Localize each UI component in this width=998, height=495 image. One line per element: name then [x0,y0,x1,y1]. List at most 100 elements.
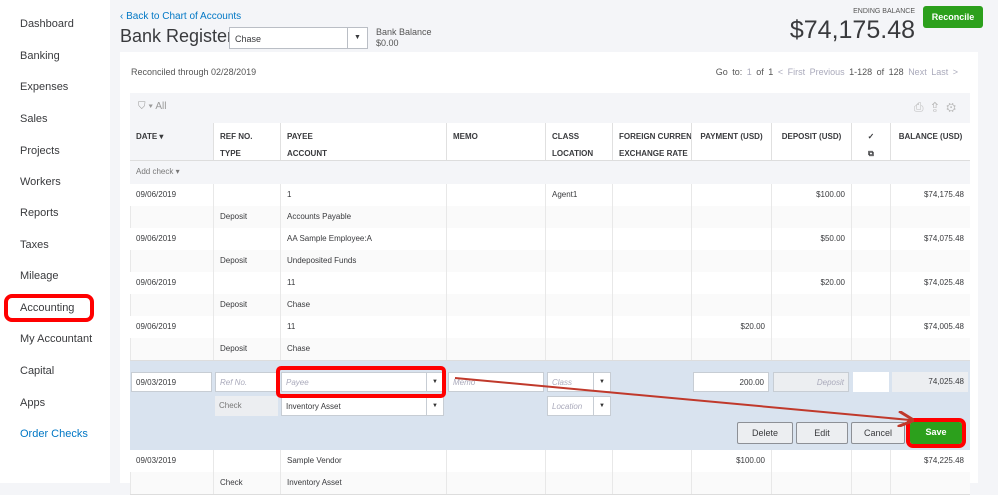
column-header-label: EXCHANGE RATE [619,149,688,158]
payment-cell: $100.00 [691,450,771,472]
first-link[interactable]: < First [777,67,806,77]
sidebar-item-order-checks[interactable]: Order Checks [20,428,88,440]
class-select[interactable]: Class ▼ [547,372,611,392]
table-row[interactable]: 09/06/2019 11 $20.00 $74,005.48 Deposit Chase [130,316,970,361]
edit-button[interactable]: Edit [796,422,848,444]
column-header-label: TYPE [220,149,241,158]
sidebar-item-taxes[interactable]: Taxes [20,239,49,251]
column-header-label: DEPOSIT (USD) [781,132,842,141]
column-header[interactable]: CLASS LOCATION [545,123,612,160]
empty-cell [890,206,970,228]
previous-link[interactable]: Previous [809,67,845,77]
sidebar-item-accounting[interactable]: Accounting [4,294,94,322]
type-cell: Check [213,472,280,494]
empty-cell [851,316,890,338]
empty-cell [130,338,213,360]
column-header-label: ⧉ [868,149,874,158]
table-toolbar: ⛉ ▾ All ⎙⇪⚙ [130,93,970,123]
table-row[interactable]: 09/03/2019 Sample Vendor $100.00 $74,225.48… [130,450,970,495]
goto-label: Go to: [715,67,743,77]
date-cell: 09/06/2019 [136,234,177,243]
column-header-label: BALANCE (USD) [898,132,963,141]
payment-input[interactable]: 200.00 [693,372,769,392]
date-input[interactable]: 09/03/2019 [131,372,212,392]
payee-highlight [276,366,446,398]
deposit-input[interactable]: Deposit [773,372,849,392]
deposit-cell: $100.00 [771,184,851,206]
account-cell: Chase [280,338,446,360]
sidebar-item-apps[interactable]: Apps [20,397,46,409]
date-cell: 09/06/2019 [136,190,177,199]
empty-cell [545,206,612,228]
save-button[interactable]: Save [906,418,966,448]
scrollbar[interactable] [978,52,998,483]
location-select[interactable]: Location ▼ [547,396,611,416]
payee-cell: Sample Vendor [280,450,446,472]
balance-value: 74,025.48 [892,372,968,392]
column-header[interactable]: PAYEE ACCOUNT [280,123,446,160]
column-header[interactable]: MEMO [446,123,545,160]
column-header[interactable]: PAYMENT (USD) [691,123,771,160]
empty-cell [612,250,691,272]
sidebar-item-workers[interactable]: Workers [20,176,61,188]
last-link[interactable]: Last > [931,67,958,77]
empty-cell [213,272,280,294]
column-header[interactable]: ✓ ⧉ [851,123,890,160]
annotation-arrow [454,377,998,483]
table-row[interactable]: 09/06/2019 1 Agent1 $100.00 $74,175.48 Deposi… [130,184,970,229]
sidebar-item-reports[interactable]: Reports [20,207,59,219]
column-header[interactable]: DATE ▾ [130,123,213,160]
balance-cell: $74,175.48 [890,184,970,206]
pager: Go to: 1 of 1 < First Previous 1-128 of … [716,67,958,77]
sidebar-item-sales[interactable]: Sales [20,113,48,125]
gear-icon[interactable]: ⚙ [946,100,964,114]
balance-cell: $74,005.48 [890,316,970,338]
column-header[interactable]: BALANCE (USD) [890,123,970,160]
class-cell [545,228,612,250]
sidebar-item-dashboard[interactable]: Dashboard [20,18,74,30]
page-input[interactable]: 1 [746,67,752,77]
empty-cell [130,250,213,272]
bank-balance-label: Bank Balance [376,27,432,37]
add-check-dropdown[interactable]: Add check ▾ [130,161,970,184]
type-cell: Deposit [213,338,280,360]
sidebar-item-my-accountant[interactable]: My Accountant [20,333,93,345]
cleared-cell[interactable] [853,372,889,392]
empty-cell [213,228,280,250]
cancel-button[interactable]: Cancel [851,422,905,444]
next-link[interactable]: Next [908,67,927,77]
back-to-chart-of-accounts-link[interactable]: ‹ Back to Chart of Accounts [120,11,242,22]
account-cell: Inventory Asset [280,472,446,494]
account-cell: Undeposited Funds [280,250,446,272]
empty-cell [691,338,771,360]
column-header[interactable]: REF NO. TYPE [213,123,280,160]
sidebar-item-mileage[interactable]: Mileage [20,270,59,282]
empty-cell [612,184,691,206]
column-header[interactable]: DEPOSIT (USD) [771,123,851,160]
reconcile-button[interactable]: Reconcile [923,6,983,28]
empty-cell [612,294,691,316]
sidebar-item-banking[interactable]: Banking [20,50,60,62]
payment-cell [691,272,771,294]
empty-cell [446,250,545,272]
column-header-label: PAYEE [287,132,313,141]
column-header[interactable]: FOREIGN CURRENCY EXCHANGE RATE [612,123,691,160]
filter-button[interactable]: ⛉ ▾ All [138,101,167,112]
sidebar-item-capital[interactable]: Capital [20,365,55,377]
account-select[interactable]: Chase ▼ [229,27,368,49]
empty-cell [130,294,213,316]
sidebar-item-expenses[interactable]: Expenses [20,81,69,93]
print-icon[interactable]: ⎙ [913,100,932,114]
chevron-down-icon: ▼ [426,397,443,415]
table-row[interactable]: 09/06/2019 11 $20.00 $74,025.48 Deposit Chase [130,272,970,317]
balance-cell: $74,075.48 [890,228,970,250]
export-icon[interactable]: ⇪ [931,100,947,114]
payee-cell: 11 [280,272,446,294]
empty-cell [691,250,771,272]
table-row[interactable]: 09/06/2019 AA Sample Employee:A $50.00 $74,… [130,228,970,273]
class-cell [545,272,612,294]
ending-balance-label: ENDING BALANCE [853,8,915,15]
empty-cell [612,316,691,338]
sidebar-item-projects[interactable]: Projects [20,145,60,157]
delete-button[interactable]: Delete [737,422,793,444]
